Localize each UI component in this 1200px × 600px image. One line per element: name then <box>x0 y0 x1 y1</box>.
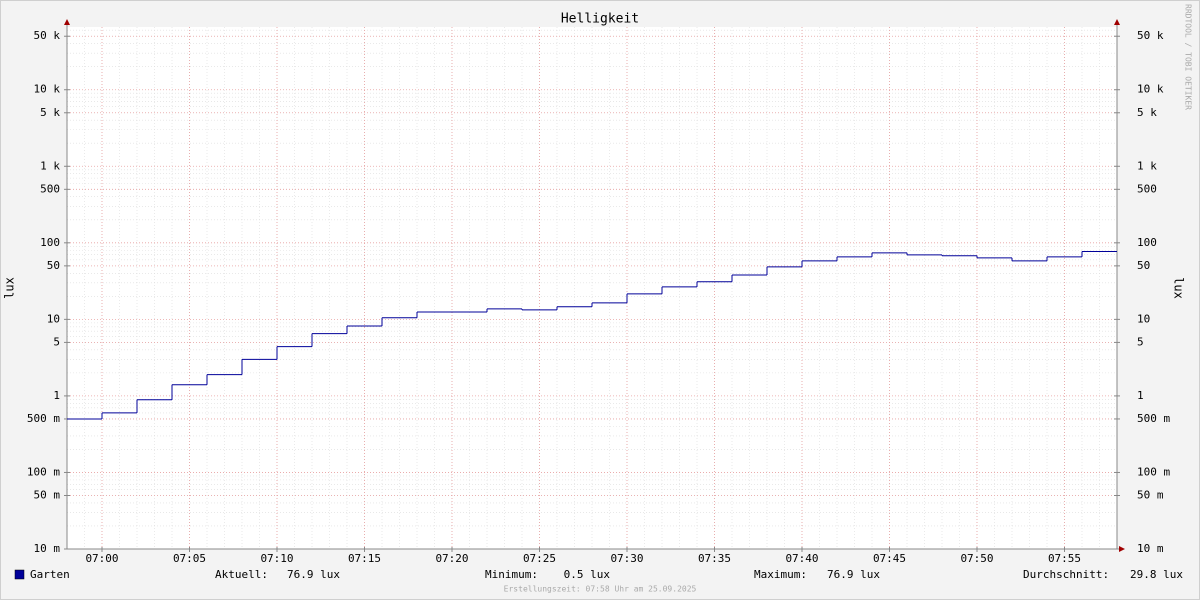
stat-label: Durchschnitt: <box>1023 568 1109 581</box>
legend-swatch <box>14 569 25 580</box>
y-tick-label: 5 <box>53 335 60 348</box>
y2-tick-label: 5 <box>1137 335 1144 348</box>
stat-value: 76.9 lux <box>827 568 880 581</box>
stat-label: Maximum: <box>754 568 807 581</box>
x-tick-label: 07:45 <box>873 552 906 565</box>
watermark: RRDTOOL / TOBI OETIKER <box>1184 4 1193 110</box>
y2-tick-label: 10 k <box>1137 83 1164 96</box>
x-tick-label: 07:50 <box>960 552 993 565</box>
stat-value: 76.9 lux <box>287 568 340 581</box>
axis-arrow <box>1119 546 1125 552</box>
x-tick-label: 07:20 <box>435 552 468 565</box>
stat-label: Minimum: <box>485 568 538 581</box>
y-tick-label: 10 m <box>34 542 61 555</box>
y2-axis-label: lux <box>1172 277 1186 299</box>
y2-tick-label: 50 m <box>1137 488 1164 501</box>
x-tick-label: 07:30 <box>610 552 643 565</box>
y-axis-label: lux <box>3 277 17 299</box>
y2-tick-label: 10 m <box>1137 542 1164 555</box>
axis-arrow <box>64 19 70 25</box>
y2-tick-label: 100 m <box>1137 465 1170 478</box>
x-tick-label: 07:25 <box>523 552 556 565</box>
y-tick-label: 50 k <box>34 29 61 42</box>
stat-value: 0.5 lux <box>564 568 611 581</box>
y-tick-label: 100 <box>40 236 60 249</box>
y-tick-label: 5 k <box>40 106 60 119</box>
y-tick-label: 1 k <box>40 159 60 172</box>
y2-tick-label: 500 m <box>1137 412 1170 425</box>
y2-tick-label: 50 k <box>1137 29 1164 42</box>
y-tick-label: 50 m <box>34 488 61 501</box>
y2-tick-label: 50 <box>1137 259 1150 272</box>
footer: Erstellungszeit: 07:58 Uhr am 25.09.2025 <box>504 585 697 594</box>
chart-title: Helligkeit <box>561 12 639 27</box>
x-tick-label: 07:40 <box>785 552 818 565</box>
x-tick-label: 07:00 <box>85 552 118 565</box>
x-tick-label: 07:05 <box>173 552 206 565</box>
legend-label: Garten <box>30 568 70 581</box>
axis-arrow <box>1114 19 1120 25</box>
y-tick-label: 1 <box>53 389 60 402</box>
x-tick-label: 07:15 <box>348 552 381 565</box>
stat-label: Aktuell: <box>215 568 268 581</box>
y2-tick-label: 500 <box>1137 182 1157 195</box>
y-tick-label: 50 <box>47 259 60 272</box>
stat-value: 29.8 lux <box>1130 568 1183 581</box>
y-tick-label: 500 m <box>27 412 60 425</box>
y-tick-label: 500 <box>40 182 60 195</box>
y2-tick-label: 100 <box>1137 236 1157 249</box>
x-tick-label: 07:10 <box>260 552 293 565</box>
y-tick-label: 10 k <box>34 83 61 96</box>
y2-tick-label: 1 k <box>1137 159 1157 172</box>
x-tick-label: 07:35 <box>698 552 731 565</box>
x-tick-label: 07:55 <box>1048 552 1081 565</box>
y2-tick-label: 10 <box>1137 312 1150 325</box>
y-tick-label: 10 <box>47 312 60 325</box>
y2-tick-label: 5 k <box>1137 106 1157 119</box>
y-tick-label: 100 m <box>27 465 60 478</box>
y2-tick-label: 1 <box>1137 389 1144 402</box>
